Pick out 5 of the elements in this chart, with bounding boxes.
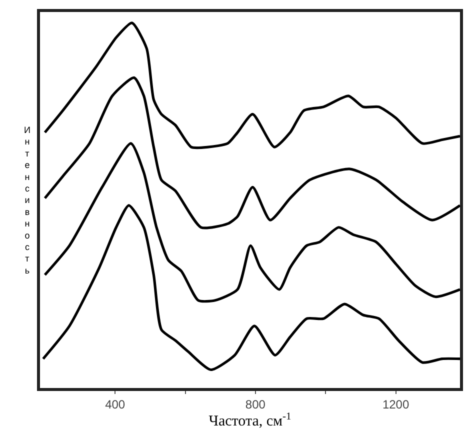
x-tick-label: 800 <box>245 397 266 412</box>
x-tick-label: 400 <box>105 397 126 412</box>
x-tick-label: 1200 <box>382 397 410 412</box>
text: Интенсивность <box>24 125 30 276</box>
x-axis-title: Частота, см$^{-1}$ <box>208 411 292 430</box>
